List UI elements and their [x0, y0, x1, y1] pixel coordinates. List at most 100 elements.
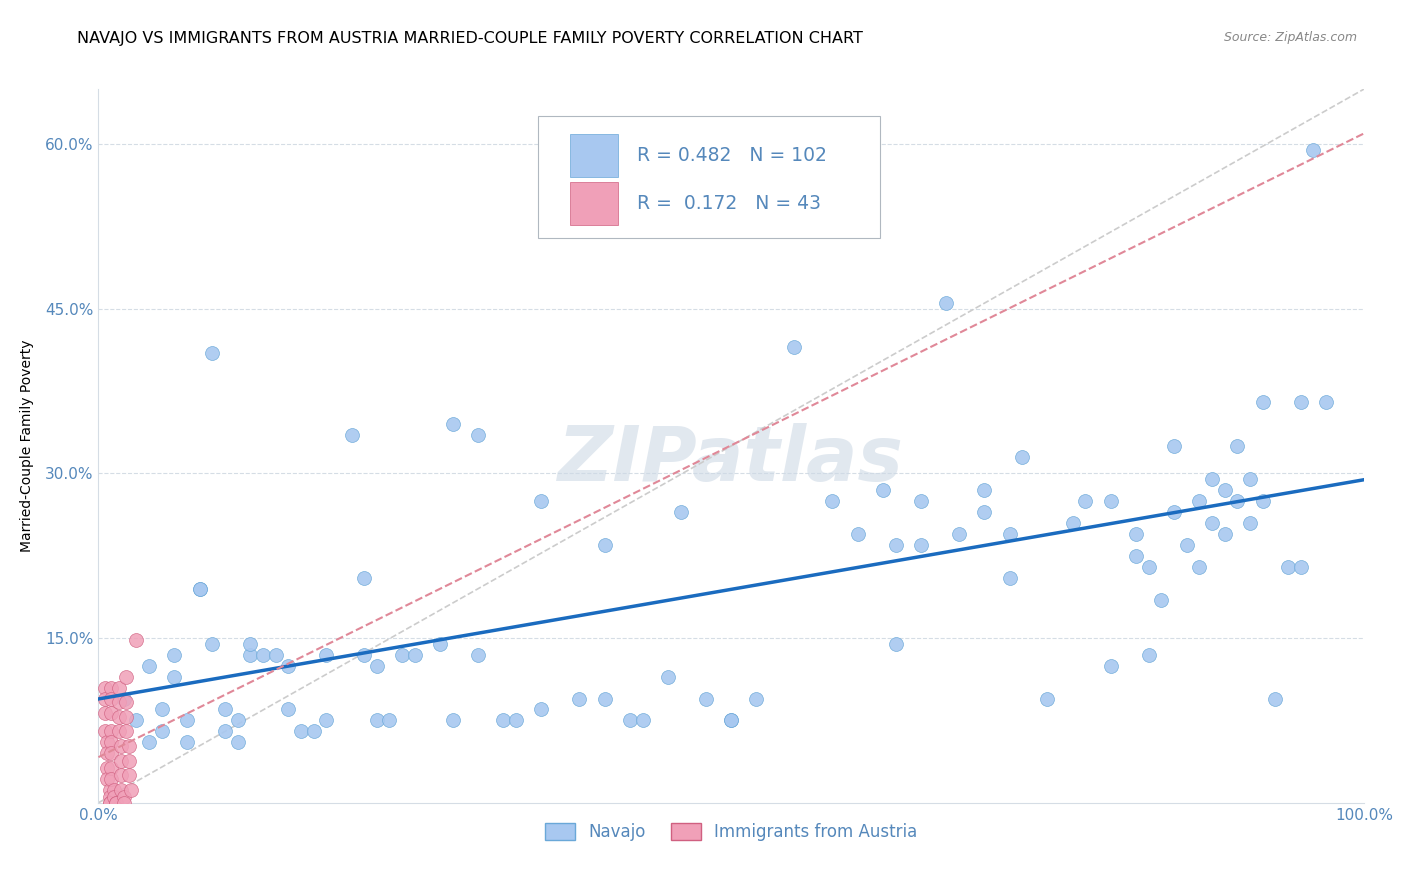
Point — [125, 714, 148, 728]
Point — [1201, 516, 1223, 530]
Point — [115, 710, 138, 724]
Point — [96, 747, 118, 761]
Point — [1213, 483, 1236, 497]
Point — [1226, 439, 1249, 453]
Point — [695, 691, 717, 706]
Point — [214, 702, 236, 716]
Point — [98, 796, 121, 810]
Point — [1264, 691, 1286, 706]
Point — [107, 710, 129, 724]
Point — [1226, 494, 1249, 508]
Point — [188, 582, 211, 596]
Point — [1125, 549, 1147, 563]
Point — [505, 714, 527, 728]
Point — [118, 739, 141, 753]
Point — [115, 669, 138, 683]
Point — [176, 735, 198, 749]
Point — [107, 681, 129, 695]
Point — [1036, 691, 1059, 706]
Point — [530, 702, 553, 716]
Point — [214, 724, 236, 739]
Point — [100, 691, 122, 706]
Point — [1163, 439, 1185, 453]
Point — [93, 724, 117, 739]
Point — [115, 695, 138, 709]
Point — [105, 796, 128, 810]
Point — [1099, 658, 1122, 673]
Point — [1251, 395, 1274, 409]
Point — [1163, 505, 1185, 519]
Point — [1099, 494, 1122, 508]
Point — [1201, 472, 1223, 486]
Point — [1125, 526, 1147, 541]
Point — [1315, 395, 1337, 409]
Point — [935, 296, 957, 310]
Point — [107, 695, 129, 709]
Point — [96, 735, 118, 749]
Point — [631, 714, 654, 728]
Point — [103, 782, 125, 797]
Point — [93, 681, 117, 695]
Point — [239, 648, 262, 662]
Point — [1289, 559, 1312, 574]
Point — [404, 648, 426, 662]
Point — [125, 633, 148, 648]
FancyBboxPatch shape — [537, 116, 880, 237]
Point — [910, 538, 932, 552]
Point — [93, 706, 117, 720]
Point — [720, 714, 742, 728]
Point — [720, 714, 742, 728]
Point — [98, 790, 121, 805]
Point — [110, 782, 132, 797]
Point — [150, 724, 173, 739]
Point — [1175, 538, 1198, 552]
Point — [1137, 648, 1160, 662]
Text: R =  0.172   N = 43: R = 0.172 N = 43 — [637, 194, 821, 213]
Point — [1011, 450, 1033, 464]
Point — [118, 754, 141, 768]
Point — [93, 691, 117, 706]
Point — [441, 714, 464, 728]
Point — [138, 658, 160, 673]
Point — [1213, 526, 1236, 541]
Point — [252, 648, 274, 662]
Point — [657, 669, 679, 683]
Point — [429, 637, 451, 651]
Point — [188, 582, 211, 596]
Point — [1062, 516, 1084, 530]
Point — [277, 658, 299, 673]
Point — [105, 796, 128, 810]
Point — [1289, 395, 1312, 409]
Point — [163, 669, 186, 683]
Point — [100, 706, 122, 720]
Point — [138, 735, 160, 749]
Point — [239, 637, 262, 651]
Point — [1251, 494, 1274, 508]
Point — [98, 782, 121, 797]
Point — [302, 724, 325, 739]
Point — [98, 796, 121, 810]
Point — [96, 772, 118, 786]
Point — [100, 772, 122, 786]
Text: ZIPatlas: ZIPatlas — [558, 424, 904, 497]
Point — [315, 648, 337, 662]
Point — [366, 714, 388, 728]
Point — [441, 417, 464, 431]
Point — [226, 714, 249, 728]
Point — [467, 428, 489, 442]
Point — [998, 571, 1021, 585]
Point — [745, 691, 768, 706]
Point — [163, 648, 186, 662]
Point — [103, 790, 125, 805]
Point — [100, 724, 122, 739]
Point — [115, 724, 138, 739]
Point — [96, 761, 118, 775]
Point — [353, 571, 375, 585]
Point — [315, 714, 337, 728]
Point — [467, 648, 489, 662]
Text: NAVAJO VS IMMIGRANTS FROM AUSTRIA MARRIED-COUPLE FAMILY POVERTY CORRELATION CHAR: NAVAJO VS IMMIGRANTS FROM AUSTRIA MARRIE… — [77, 31, 863, 46]
Point — [973, 483, 995, 497]
Point — [998, 526, 1021, 541]
Point — [290, 724, 312, 739]
Point — [1188, 559, 1211, 574]
